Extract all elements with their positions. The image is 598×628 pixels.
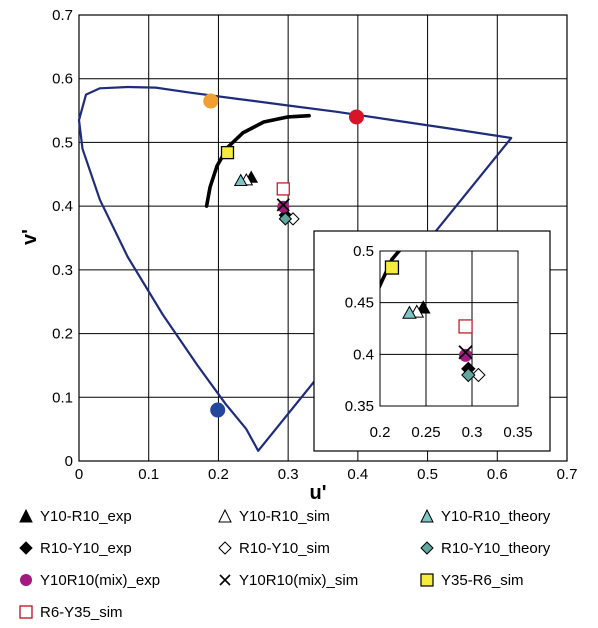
legend-label: Y35-R6_sim [441, 571, 524, 589]
inset-plot-frame [379, 250, 519, 407]
legend-marker [420, 573, 434, 587]
legend-marker [19, 508, 33, 523]
legend-label: Y10R10(mix)_sim [239, 571, 359, 589]
inset-data-point [471, 367, 486, 383]
legend-item-y10-r10-exp: Y10-R10_exp [18, 505, 132, 527]
x-tick-label: 0.4 [347, 466, 368, 483]
data-point [278, 212, 293, 226]
inset-x-tick-label: 0.3 [462, 424, 483, 441]
inset-y-tick-label: 0.5 [353, 243, 374, 260]
y-tick-label: 0.6 [52, 71, 73, 88]
x-tick-label: 0.6 [487, 466, 508, 483]
plot-frame [78, 14, 568, 462]
data-point [233, 173, 248, 186]
legend-marker [19, 541, 33, 555]
inset-data-point [459, 348, 473, 362]
data-point [220, 145, 235, 160]
primary-point [203, 93, 219, 109]
x-tick-label: 0.1 [138, 466, 159, 483]
x-tick-label: 0.5 [417, 466, 438, 483]
legend-item-y10r10-mix-sim: Y10R10(mix)_sim [217, 569, 358, 591]
legend-item-r10-y10-theory: R10-Y10_theory [419, 537, 550, 559]
blackbody-curve [204, 113, 311, 208]
data-point [277, 200, 290, 213]
x-tick-label: 0.2 [208, 466, 229, 483]
x-tick-label: 0.7 [557, 466, 578, 483]
y-tick-label: 0.3 [52, 262, 73, 279]
data-point [276, 182, 290, 196]
inset-y-tick-label: 0.35 [345, 398, 374, 415]
inset-data-point [415, 300, 431, 314]
legend-marker [218, 541, 232, 555]
legend-label: R10-Y10_theory [441, 539, 551, 557]
y-tick-label: 0.5 [52, 134, 73, 151]
inset-data-point [458, 319, 473, 334]
legend-item-y35-r6-sim: Y35-R6_sim [419, 569, 524, 591]
inset-x-tick-label: 0.2 [370, 424, 391, 441]
inset-data-point [402, 305, 417, 319]
x-axis-title: u' [310, 482, 327, 504]
legend-label: R10-Y10_exp [40, 539, 132, 557]
y-tick-label: 0 [65, 453, 73, 470]
y-tick-label: 0.7 [52, 7, 73, 24]
legend-label: R6-Y35_sim [40, 603, 123, 621]
inset-chart: 0.2 0.25 0.3 0.35 0.35 0.4 0.45 0.5 [313, 230, 551, 452]
legend-label: Y10-R10_exp [40, 507, 132, 525]
inset-x-tick-label: 0.35 [503, 424, 532, 441]
spectral-locus-line [77, 85, 513, 452]
legend-item-y10r10-mix-exp: Y10R10(mix)_exp [18, 569, 160, 591]
x-tick-label: 0.3 [278, 466, 299, 483]
legend-marker [420, 541, 434, 555]
main-marks-layer [203, 93, 364, 418]
y-tick-label: 0.4 [52, 198, 73, 215]
legend-item-r10-y10-sim: R10-Y10_sim [217, 537, 330, 559]
legend-marker [20, 574, 32, 586]
inset-tick-labels: 0.2 0.25 0.3 0.35 0.35 0.4 0.45 0.5 [345, 243, 533, 441]
inset-marks-layer [384, 260, 486, 383]
legend-label: Y10-R10_theory [441, 507, 551, 525]
primary-point [210, 402, 226, 418]
inset-frame [313, 230, 551, 452]
x-tick-label: 0 [75, 466, 83, 483]
main-tick-labels: 0 0.1 0.2 0.3 0.4 0.5 0.6 0.700.10.20.30.40.50.… [52, 7, 577, 483]
y-tick-label: 0.2 [52, 326, 73, 343]
legend-marker [420, 508, 434, 523]
main-locus-layer [77, 85, 513, 452]
data-point [276, 198, 290, 212]
inset-y-tick-label: 0.45 [345, 295, 374, 312]
legend-label: R10-Y10_sim [239, 539, 330, 557]
legend-item-y10-r10-theory: Y10-R10_theory [419, 505, 550, 527]
inset-data-point [384, 260, 400, 275]
chromaticity-chart: 0 0.1 0.2 0.3 0.4 0.5 0.6 0.700.10.20.30.40.50.… [19, 7, 577, 504]
y-axis-title: v' [19, 229, 41, 245]
inset-data-point [461, 367, 476, 383]
legend-marker [218, 508, 232, 523]
inset-x-tick-label: 0.25 [411, 424, 440, 441]
legend-item-r10-y10-exp: R10-Y10_exp [18, 537, 132, 559]
legend-label: Y10R10(mix)_exp [40, 571, 161, 589]
inset-data-point [458, 345, 473, 360]
legend-item-r6-y35-sim: R6-Y35_sim [18, 601, 123, 623]
y-tick-label: 0.1 [52, 389, 73, 406]
legend-item-y10-r10-sim: Y10-R10_sim [217, 505, 330, 527]
legend-label: Y10-R10_sim [239, 507, 330, 525]
legend-marker [219, 574, 231, 586]
inset-y-tick-label: 0.4 [353, 346, 374, 363]
primary-point [348, 109, 364, 125]
legend-marker [19, 605, 33, 619]
